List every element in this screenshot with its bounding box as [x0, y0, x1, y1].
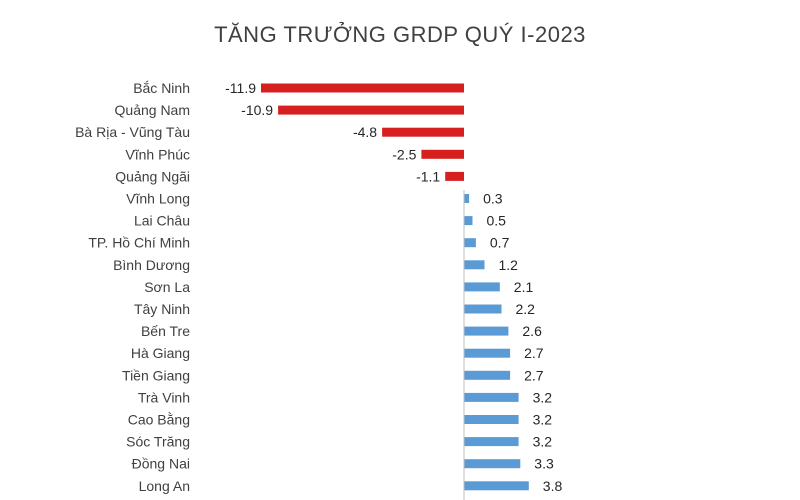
- value-label: -11.9: [225, 80, 256, 96]
- bar: [464, 216, 473, 226]
- category-label: Hà Giang: [131, 345, 190, 361]
- category-label: Sơn La: [144, 279, 190, 295]
- bar: [464, 459, 521, 469]
- category-label: Tây Ninh: [134, 301, 190, 317]
- category-label-group: Bắc Ninh Quảng Nam Bà Rịa - Vũng Tàu Vĩnh P…: [75, 80, 190, 494]
- bar: [261, 83, 464, 93]
- bar: [464, 437, 519, 447]
- category-label: Long An: [139, 478, 190, 494]
- bar: [382, 127, 464, 137]
- category-label: Lai Châu: [134, 213, 190, 229]
- value-label: 3.3: [534, 456, 554, 472]
- value-label-group: -11.9 -10.9 -4.8 -2.5-1.1 0.3 0.5 0.7 1.2 2.1 2.2…: [225, 80, 562, 494]
- chart-title: TĂNG TRƯỞNG GRDP QUÝ I-2023: [214, 22, 586, 47]
- category-label: Bến Tre: [141, 323, 190, 339]
- bar: [464, 326, 509, 336]
- bar: [445, 171, 464, 181]
- category-label: Sóc Trăng: [126, 434, 190, 450]
- bar-group: [261, 83, 529, 491]
- value-label: -1.1: [416, 168, 440, 184]
- value-label: 1.2: [499, 257, 519, 273]
- bar: [421, 149, 464, 159]
- value-label: 2.6: [522, 323, 542, 339]
- value-label: 0.7: [490, 235, 510, 251]
- bar: [464, 370, 511, 380]
- category-label: Vĩnh Long: [126, 191, 190, 207]
- bar: [464, 481, 529, 491]
- bar: [464, 348, 511, 358]
- value-label: 2.2: [516, 301, 536, 317]
- value-label: 3.2: [533, 389, 553, 405]
- bar: [464, 304, 502, 314]
- value-label: -10.9: [241, 102, 273, 118]
- category-label: Quảng Ngãi: [115, 168, 190, 184]
- category-label: Bà Rịa - Vũng Tàu: [75, 124, 190, 140]
- category-label: Cao Bằng: [128, 412, 190, 428]
- value-label: 2.7: [524, 345, 544, 361]
- value-label: -2.5: [392, 146, 416, 162]
- bar: [464, 415, 519, 424]
- bar: [464, 194, 470, 203]
- category-label: Bình Dương: [113, 257, 190, 273]
- bar: [278, 105, 464, 115]
- bar: [464, 238, 476, 248]
- category-label: Trà Vinh: [138, 389, 190, 405]
- value-label: -4.8: [353, 124, 377, 140]
- bar: [464, 392, 519, 402]
- value-label: 0.5: [487, 213, 507, 229]
- category-label: Quảng Nam: [115, 102, 190, 118]
- category-label: Tiền Giang: [122, 367, 190, 383]
- value-label: 2.7: [524, 367, 544, 383]
- value-label: 3.2: [533, 434, 553, 450]
- bar: [464, 260, 485, 270]
- value-label: 2.1: [514, 279, 534, 295]
- value-label: 0.3: [483, 191, 503, 207]
- category-label: Đồng Nai: [132, 456, 190, 472]
- category-label: Vĩnh Phúc: [125, 146, 190, 162]
- value-label: 3.2: [533, 412, 553, 428]
- category-label: TP. Hồ Chí Minh: [88, 235, 190, 251]
- value-label: 3.8: [543, 478, 563, 494]
- category-label: Bắc Ninh: [133, 80, 190, 96]
- bar: [464, 282, 500, 292]
